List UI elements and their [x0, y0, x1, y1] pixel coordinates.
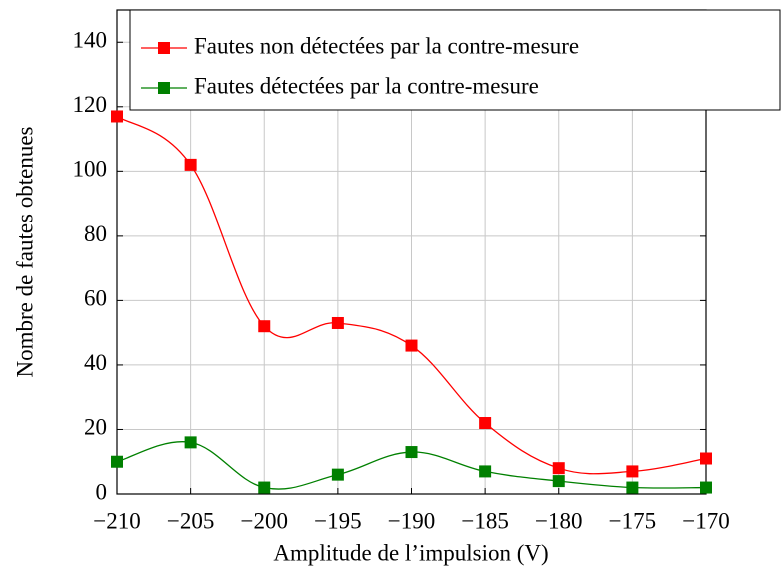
- data-point: [626, 481, 639, 494]
- series-line: [116, 115, 707, 475]
- x-axis-label: Amplitude de l’impulsion (V): [273, 540, 548, 565]
- x-tick-label: −180: [535, 508, 582, 533]
- x-tick-label: −170: [682, 508, 729, 533]
- legend-label: Fautes détectées par la contre-mesure: [194, 73, 539, 98]
- y-tick-label: 40: [84, 350, 107, 375]
- data-point: [111, 455, 123, 468]
- data-point: [626, 465, 639, 478]
- data-point: [700, 481, 712, 494]
- legend-label: Fautes non détectées par la contre-mesur…: [194, 33, 579, 58]
- legend-marker: [158, 82, 170, 94]
- legend-marker: [158, 42, 170, 54]
- data-point: [700, 452, 712, 465]
- y-tick-label: 80: [84, 221, 107, 246]
- data-point: [258, 320, 271, 333]
- x-tick-label: −190: [388, 508, 435, 533]
- data-point: [111, 110, 123, 123]
- data-point: [552, 462, 565, 475]
- data-point: [184, 436, 197, 449]
- y-axis-label: Nombre de fautes obtenues: [12, 126, 37, 377]
- data-point: [479, 465, 492, 478]
- legend-box: [129, 9, 781, 111]
- x-tick-label: −185: [461, 508, 508, 533]
- y-tick-label: 120: [73, 92, 108, 117]
- y-tick-label: 20: [84, 415, 107, 440]
- x-tick-label: −205: [167, 508, 214, 533]
- y-tick-label: 60: [84, 286, 107, 311]
- x-tick-label: −175: [609, 508, 656, 533]
- data-point: [331, 316, 344, 329]
- y-tick-label: 0: [96, 479, 108, 504]
- x-tick-label: −200: [241, 508, 288, 533]
- data-point: [405, 339, 418, 352]
- data-point: [405, 446, 418, 459]
- data-point: [258, 481, 271, 494]
- data-point: [331, 468, 344, 481]
- y-tick-label: 140: [73, 28, 108, 53]
- y-tick-label: 100: [73, 157, 108, 182]
- data-point: [184, 158, 197, 171]
- x-tick-label: −210: [93, 508, 140, 533]
- data-point: [552, 475, 565, 488]
- data-point: [479, 417, 492, 430]
- x-tick-label: −195: [314, 508, 361, 533]
